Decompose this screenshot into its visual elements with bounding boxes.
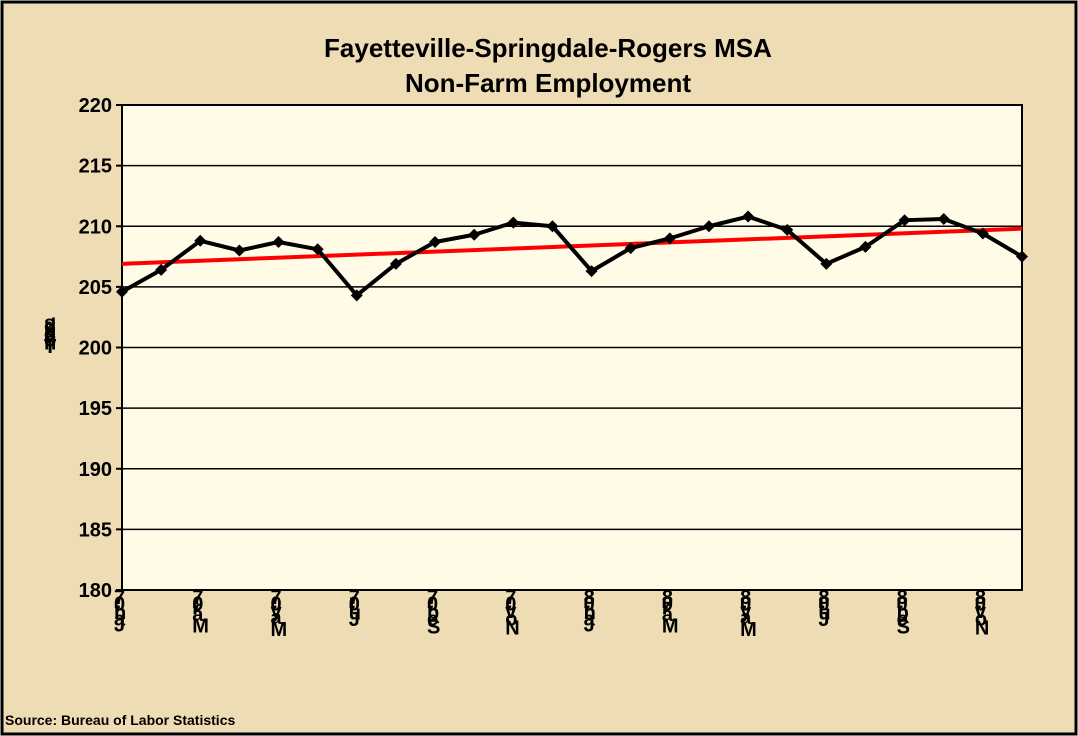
y-tick-label: 190 <box>79 459 112 481</box>
data-point <box>155 263 168 276</box>
chart-title: Fayetteville-Springdale-Rogers MSA <box>324 33 772 63</box>
x-tick-label: Jul-08 <box>818 587 829 631</box>
y-tick-label: 220 <box>79 95 112 117</box>
y-tick-label: 215 <box>79 156 112 178</box>
data-point <box>898 214 911 227</box>
data-point <box>507 216 520 229</box>
plot-border <box>121 104 1023 591</box>
x-tick-label: Jul-07 <box>349 587 360 631</box>
y-tick-label: 180 <box>79 580 112 602</box>
data-point <box>624 242 637 255</box>
data-point <box>976 227 989 240</box>
data-point <box>194 234 207 247</box>
data-point <box>116 285 128 298</box>
data-point <box>702 220 715 233</box>
y-tick-label: 205 <box>79 277 112 299</box>
data-point <box>233 244 246 257</box>
y-tick-label: 210 <box>79 216 112 238</box>
chart-title: Non-Farm Employment <box>405 68 691 98</box>
data-point <box>742 210 755 223</box>
data-point <box>389 257 402 270</box>
y-tick-label: 200 <box>79 338 112 360</box>
data-line <box>121 214 1024 298</box>
data-point <box>468 228 481 241</box>
data-point <box>859 240 872 253</box>
data-point <box>663 232 676 245</box>
data-point <box>429 236 442 249</box>
data-point <box>546 220 559 233</box>
y-tick-label: 185 <box>79 519 112 541</box>
data-point <box>781 223 794 236</box>
data-point <box>585 265 598 278</box>
data-point <box>311 243 324 256</box>
data-point <box>820 257 833 270</box>
data-point <box>937 212 950 225</box>
y-tick-label: 195 <box>79 398 112 420</box>
data-point <box>272 236 285 249</box>
data-point <box>350 289 363 302</box>
source-note: Source: Bureau of Labor Statistics <box>5 712 235 728</box>
data-point <box>1016 250 1028 263</box>
